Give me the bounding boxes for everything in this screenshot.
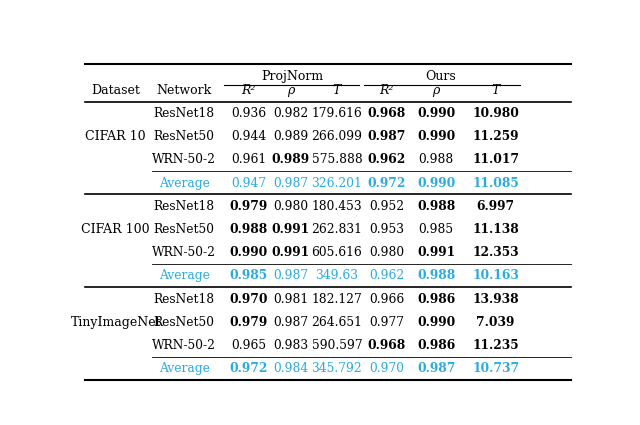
- Text: 179.616: 179.616: [312, 107, 362, 120]
- Text: 0.961: 0.961: [231, 153, 266, 166]
- Text: CIFAR 10: CIFAR 10: [85, 130, 146, 143]
- Text: 0.988: 0.988: [230, 223, 268, 236]
- Text: WRN-50-2: WRN-50-2: [152, 246, 216, 259]
- Text: 326.201: 326.201: [312, 176, 362, 190]
- Text: ResNet18: ResNet18: [154, 107, 215, 120]
- Text: 0.966: 0.966: [369, 293, 404, 306]
- Text: 0.987: 0.987: [273, 269, 308, 283]
- Text: 0.970: 0.970: [369, 363, 404, 375]
- Text: 0.952: 0.952: [369, 200, 404, 213]
- Text: 266.099: 266.099: [312, 130, 362, 143]
- Text: 0.991: 0.991: [272, 246, 310, 259]
- Text: 0.968: 0.968: [367, 339, 406, 352]
- Text: Network: Network: [157, 84, 212, 97]
- Text: TinyImageNet: TinyImageNet: [70, 316, 161, 329]
- Text: 0.980: 0.980: [369, 246, 404, 259]
- Text: ResNet50: ResNet50: [154, 130, 214, 143]
- Text: T: T: [492, 84, 500, 97]
- Text: 180.453: 180.453: [312, 200, 362, 213]
- Text: 10.163: 10.163: [472, 269, 519, 283]
- Text: 262.831: 262.831: [312, 223, 362, 236]
- Text: WRN-50-2: WRN-50-2: [152, 153, 216, 166]
- Text: 0.981: 0.981: [273, 293, 308, 306]
- Text: 264.651: 264.651: [312, 316, 362, 329]
- Text: 0.972: 0.972: [230, 363, 268, 375]
- Text: 0.936: 0.936: [231, 107, 266, 120]
- Text: ProjNorm: ProjNorm: [262, 70, 324, 83]
- Text: R²: R²: [380, 84, 394, 97]
- Text: 0.988: 0.988: [417, 200, 455, 213]
- Text: 0.986: 0.986: [417, 293, 455, 306]
- Text: 0.990: 0.990: [417, 316, 455, 329]
- Text: T: T: [333, 84, 341, 97]
- Text: 12.353: 12.353: [472, 246, 519, 259]
- Text: 0.962: 0.962: [367, 153, 406, 166]
- Text: 0.965: 0.965: [231, 339, 266, 352]
- Text: 0.987: 0.987: [273, 316, 308, 329]
- Text: 0.984: 0.984: [273, 363, 308, 375]
- Text: 0.972: 0.972: [367, 176, 406, 190]
- Text: CIFAR 100: CIFAR 100: [81, 223, 150, 236]
- Text: Average: Average: [159, 176, 209, 190]
- Text: 0.987: 0.987: [367, 130, 406, 143]
- Text: 0.962: 0.962: [369, 269, 404, 283]
- Text: 10.737: 10.737: [472, 363, 519, 375]
- Text: Ours: Ours: [426, 70, 456, 83]
- Text: 0.947: 0.947: [231, 176, 266, 190]
- Text: 590.597: 590.597: [312, 339, 362, 352]
- Text: 345.792: 345.792: [312, 363, 362, 375]
- Text: 0.982: 0.982: [273, 107, 308, 120]
- Text: WRN-50-2: WRN-50-2: [152, 339, 216, 352]
- Text: 0.988: 0.988: [419, 153, 454, 166]
- Text: 0.990: 0.990: [230, 246, 268, 259]
- Text: Average: Average: [159, 363, 209, 375]
- Text: ρ: ρ: [287, 84, 294, 97]
- Text: 13.938: 13.938: [472, 293, 519, 306]
- Text: Dataset: Dataset: [92, 84, 140, 97]
- Text: 0.983: 0.983: [273, 339, 308, 352]
- Text: 11.259: 11.259: [472, 130, 519, 143]
- Text: 11.017: 11.017: [472, 153, 519, 166]
- Text: 0.979: 0.979: [230, 316, 268, 329]
- Text: 0.979: 0.979: [230, 200, 268, 213]
- Text: ResNet50: ResNet50: [154, 316, 214, 329]
- Text: 575.888: 575.888: [312, 153, 362, 166]
- Text: 10.980: 10.980: [472, 107, 519, 120]
- Text: 0.970: 0.970: [229, 293, 268, 306]
- Text: 0.985: 0.985: [230, 269, 268, 283]
- Text: 11.085: 11.085: [472, 176, 519, 190]
- Text: R²: R²: [241, 84, 256, 97]
- Text: 0.944: 0.944: [231, 130, 266, 143]
- Text: ρ: ρ: [433, 84, 440, 97]
- Text: 182.127: 182.127: [312, 293, 362, 306]
- Text: 349.63: 349.63: [316, 269, 358, 283]
- Text: 0.989: 0.989: [272, 153, 310, 166]
- Text: ResNet18: ResNet18: [154, 200, 215, 213]
- Text: 0.989: 0.989: [273, 130, 308, 143]
- Text: 11.138: 11.138: [472, 223, 519, 236]
- Text: 0.980: 0.980: [273, 200, 308, 213]
- Text: 0.990: 0.990: [417, 176, 455, 190]
- Text: 0.985: 0.985: [419, 223, 454, 236]
- Text: 0.953: 0.953: [369, 223, 404, 236]
- Text: 0.990: 0.990: [417, 107, 455, 120]
- Text: 0.968: 0.968: [367, 107, 406, 120]
- Text: 605.616: 605.616: [312, 246, 362, 259]
- Text: 0.987: 0.987: [273, 176, 308, 190]
- Text: 11.235: 11.235: [472, 339, 519, 352]
- Text: 0.991: 0.991: [417, 246, 455, 259]
- Text: 0.977: 0.977: [369, 316, 404, 329]
- Text: 0.990: 0.990: [417, 130, 455, 143]
- Text: 0.988: 0.988: [417, 269, 455, 283]
- Text: Average: Average: [159, 269, 209, 283]
- Text: ResNet18: ResNet18: [154, 293, 215, 306]
- Text: 0.986: 0.986: [417, 339, 455, 352]
- Text: 0.991: 0.991: [272, 223, 310, 236]
- Text: 7.039: 7.039: [476, 316, 515, 329]
- Text: 6.997: 6.997: [477, 200, 515, 213]
- Text: ResNet50: ResNet50: [154, 223, 214, 236]
- Text: 0.987: 0.987: [417, 363, 455, 375]
